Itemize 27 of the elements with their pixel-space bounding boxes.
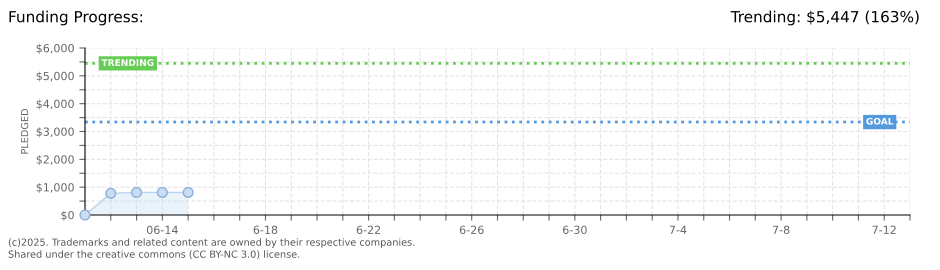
y-tick-label: $2,000 [36, 155, 74, 166]
point [156, 186, 168, 198]
chart-title: Funding Progress: [10, 10, 142, 26]
y-tick-label: $6,000 [36, 44, 74, 54]
x-tick-label: 6-18 [254, 226, 278, 234]
y-tick-label: $0 [61, 210, 74, 221]
y-tick-label: $1,000 [36, 182, 74, 194]
point [131, 186, 142, 198]
text: (c)2025. Trademarks and related content are owned by their respective companies. [8, 238, 414, 248]
y-tick-label: $3,000 [36, 127, 74, 138]
y-tick-label: $4,000 [36, 99, 74, 110]
x-tick-label: 6-30 [563, 226, 587, 234]
ref-line-label: TRENDING [102, 59, 154, 66]
x-tick-label: 7-12 [872, 226, 896, 234]
x-tick-label: 7-4 [670, 226, 686, 234]
chart-subtitle: Trending: $5,447 (163%) [730, 10, 919, 26]
point [182, 186, 194, 198]
text: Shared under the creative commons (CC BY-NC 3.0) license. [8, 250, 300, 259]
x-tick-label: 6-22 [356, 226, 380, 234]
y-axis-title: PLEDGED [20, 109, 28, 154]
x-tick-label: 6-26 [460, 226, 484, 234]
point [79, 209, 91, 221]
x-tick-label: 7-8 [772, 226, 790, 234]
point [105, 188, 116, 199]
ref-line-label: GOAL [866, 118, 894, 125]
y-tick-label: $5,000 [36, 72, 74, 82]
x-tick-label: 06-14 [146, 226, 178, 234]
